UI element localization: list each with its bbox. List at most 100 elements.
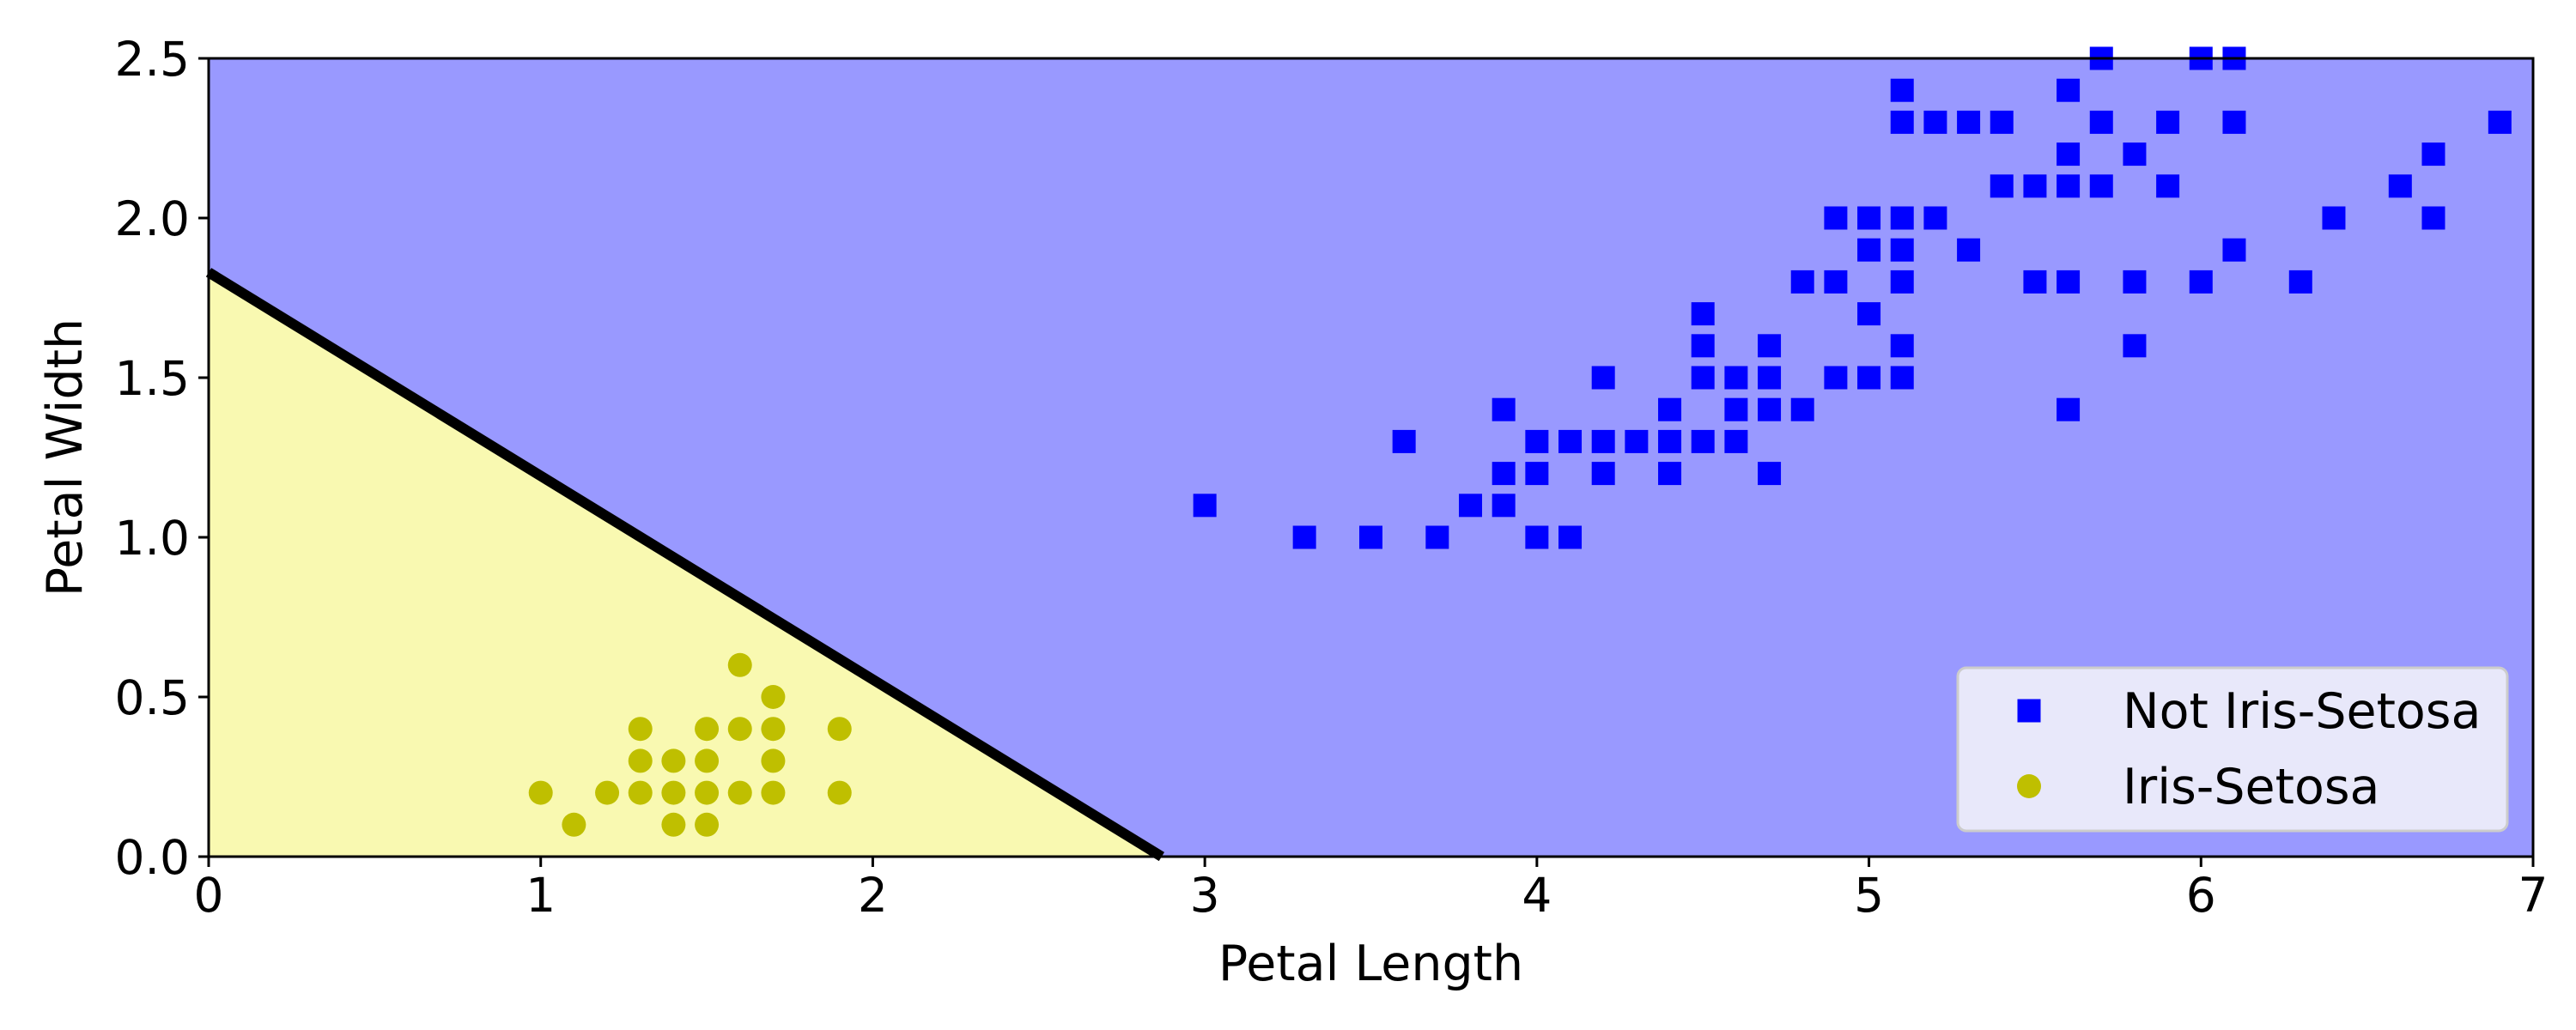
- legend: Not Iris-Setosa Iris-Setosa: [1956, 666, 2509, 833]
- data-point-not-setosa: [1890, 78, 1914, 102]
- y-tick-label: 2.0: [115, 191, 190, 246]
- data-point-setosa: [761, 685, 786, 709]
- x-tick-label: 4: [1522, 868, 1552, 923]
- y-tick-label: 0.0: [115, 830, 190, 885]
- data-point-not-setosa: [2123, 270, 2147, 294]
- legend-box: [1956, 666, 2509, 833]
- legend-label: Not Iris-Setosa: [2123, 683, 2481, 740]
- data-point-not-setosa: [1824, 270, 1848, 294]
- data-point-not-setosa: [1292, 525, 1316, 549]
- data-point-not-setosa: [2123, 334, 2147, 358]
- data-point-not-setosa: [1790, 397, 1814, 421]
- data-point-setosa: [528, 780, 553, 805]
- data-point-not-setosa: [2388, 174, 2412, 198]
- data-point-not-setosa: [1525, 462, 1549, 486]
- data-point-setosa: [695, 717, 720, 742]
- legend-square-icon: [2017, 699, 2041, 723]
- data-point-setosa: [562, 812, 586, 837]
- data-point-setosa: [628, 780, 653, 805]
- data-point-not-setosa: [1359, 525, 1382, 549]
- x-tick-label: 5: [1854, 868, 1884, 923]
- data-point-not-setosa: [1392, 429, 1416, 453]
- data-point-not-setosa: [1658, 429, 1682, 453]
- data-point-not-setosa: [1923, 110, 1947, 134]
- data-point-setosa: [727, 652, 752, 677]
- data-point-not-setosa: [2222, 110, 2246, 134]
- data-point-not-setosa: [1824, 206, 1848, 230]
- data-point-not-setosa: [1591, 366, 1615, 390]
- data-point-not-setosa: [1957, 110, 1981, 134]
- data-point-not-setosa: [1492, 397, 1516, 421]
- data-point-setosa: [761, 780, 786, 805]
- data-point-not-setosa: [1758, 462, 1782, 486]
- plot-area: [205, 58, 2533, 862]
- data-point-not-setosa: [1658, 462, 1682, 486]
- data-point-not-setosa: [1591, 429, 1615, 453]
- data-point-not-setosa: [1890, 366, 1914, 390]
- data-point-not-setosa: [1890, 270, 1914, 294]
- data-point-not-setosa: [2421, 142, 2445, 167]
- data-point-not-setosa: [1525, 525, 1549, 549]
- data-point-not-setosa: [2123, 142, 2147, 167]
- x-tick-label: 7: [2518, 868, 2549, 923]
- data-point-setosa: [827, 717, 852, 742]
- data-point-not-setosa: [2488, 110, 2512, 134]
- data-point-not-setosa: [1890, 238, 1914, 262]
- data-point-not-setosa: [1990, 110, 2014, 134]
- data-point-not-setosa: [1691, 334, 1715, 358]
- x-tick-label: 1: [526, 868, 556, 923]
- data-point-not-setosa: [1724, 366, 1748, 390]
- data-point-not-setosa: [1890, 206, 1914, 230]
- data-point-not-setosa: [2023, 174, 2047, 198]
- data-point-not-setosa: [1558, 525, 1583, 549]
- data-point-setosa: [695, 780, 720, 805]
- data-point-not-setosa: [2222, 238, 2246, 262]
- data-point-not-setosa: [1758, 334, 1782, 358]
- data-point-not-setosa: [1558, 429, 1583, 453]
- data-point-setosa: [628, 717, 653, 742]
- data-point-not-setosa: [1525, 429, 1549, 453]
- data-point-not-setosa: [1857, 366, 1881, 390]
- data-point-not-setosa: [2189, 270, 2213, 294]
- plot-frame: [207, 57, 2535, 858]
- data-point-setosa: [595, 780, 620, 805]
- data-point-setosa: [628, 748, 653, 773]
- data-point-setosa: [761, 717, 786, 742]
- y-tick-label: 0.5: [115, 670, 190, 725]
- data-point-setosa: [661, 812, 686, 837]
- data-point-setosa: [827, 780, 852, 805]
- y-tick-label: 1.0: [115, 511, 190, 566]
- y-tick-label: 2.5: [115, 32, 190, 87]
- data-point-not-setosa: [1658, 397, 1682, 421]
- data-point-not-setosa: [1857, 238, 1881, 262]
- decision-boundary-line: [205, 268, 1165, 862]
- data-point-not-setosa: [1758, 397, 1782, 421]
- data-point-not-setosa: [2421, 206, 2445, 230]
- data-point-not-setosa: [1724, 397, 1748, 421]
- data-point-setosa: [727, 780, 752, 805]
- data-points: [528, 46, 2512, 837]
- data-point-not-setosa: [1890, 110, 1914, 134]
- data-point-not-setosa: [1724, 429, 1748, 453]
- data-point-setosa: [661, 780, 686, 805]
- legend-circle-icon: [2017, 774, 2041, 798]
- data-point-not-setosa: [1691, 366, 1715, 390]
- data-point-not-setosa: [1492, 494, 1516, 518]
- data-point-not-setosa: [1790, 270, 1814, 294]
- data-point-not-setosa: [1890, 334, 1914, 358]
- data-point-not-setosa: [1923, 206, 1947, 230]
- data-point-not-setosa: [2322, 206, 2346, 230]
- data-point-not-setosa: [2057, 142, 2081, 167]
- data-point-not-setosa: [1990, 174, 2014, 198]
- axes: 0 1 2 3 4 5 6 7 0.0 0.5 1.0 1.5 2.0 2.5: [115, 32, 2549, 923]
- data-point-setosa: [661, 748, 686, 773]
- data-point-not-setosa: [1492, 462, 1516, 486]
- data-point-not-setosa: [1824, 366, 1848, 390]
- x-axis-label: Petal Length: [1218, 936, 1523, 992]
- data-point-not-setosa: [2057, 270, 2081, 294]
- data-point-not-setosa: [2156, 174, 2180, 198]
- data-point-not-setosa: [2057, 397, 2081, 421]
- data-point-not-setosa: [2023, 270, 2047, 294]
- data-point-not-setosa: [1691, 429, 1715, 453]
- data-point-not-setosa: [1957, 238, 1981, 262]
